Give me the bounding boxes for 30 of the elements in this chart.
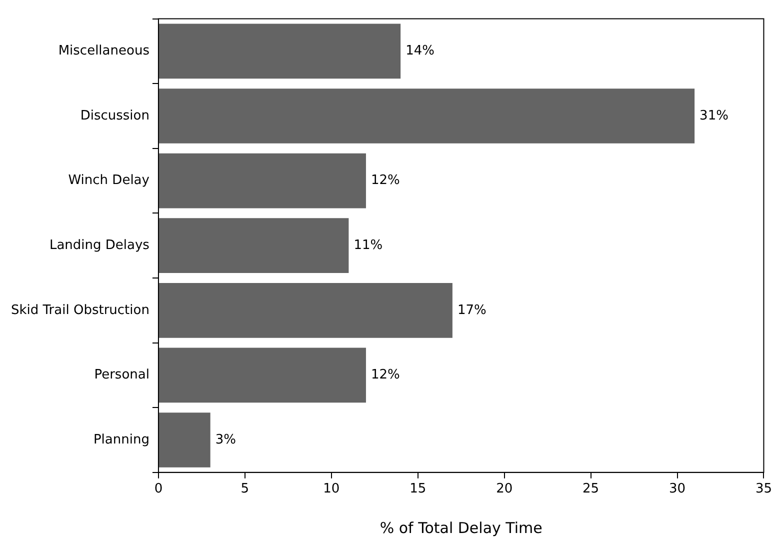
- y-tick-label: Winch Delay: [68, 173, 150, 188]
- y-tick-label: Landing Delays: [49, 238, 150, 253]
- bar: [158, 153, 366, 208]
- bar: [158, 412, 210, 468]
- data-label: 11%: [354, 238, 383, 253]
- x-tick-label: 20: [496, 482, 513, 497]
- y-tick-label: Discussion: [80, 108, 150, 124]
- data-label: 3%: [215, 432, 236, 448]
- x-tick-label: 15: [410, 482, 426, 497]
- x-tick-label: 0: [154, 482, 163, 497]
- x-axis-title: % of Total Delay Time: [380, 518, 542, 537]
- bar: [158, 348, 366, 403]
- x-tick-label: 35: [755, 482, 772, 497]
- data-label: 14%: [406, 44, 434, 59]
- bar: [158, 24, 401, 79]
- bar: [158, 282, 452, 338]
- data-label: 12%: [370, 173, 400, 188]
- y-tick-label: Miscellaneous: [58, 44, 150, 59]
- bar: [158, 218, 349, 274]
- x-tick-label: 30: [668, 482, 686, 497]
- data-label: 17%: [457, 302, 486, 318]
- y-tick-label: Personal: [94, 368, 150, 383]
- x-tick-label: 25: [582, 482, 600, 497]
- x-tick-label: 10: [323, 482, 340, 497]
- bar: [158, 88, 695, 144]
- y-tick-label: Skid Trail Obstruction: [10, 302, 150, 318]
- data-label: 31%: [700, 108, 728, 124]
- y-tick-label: Planning: [93, 432, 150, 448]
- x-tick-label: 5: [240, 482, 250, 497]
- data-label: 12%: [370, 368, 400, 383]
